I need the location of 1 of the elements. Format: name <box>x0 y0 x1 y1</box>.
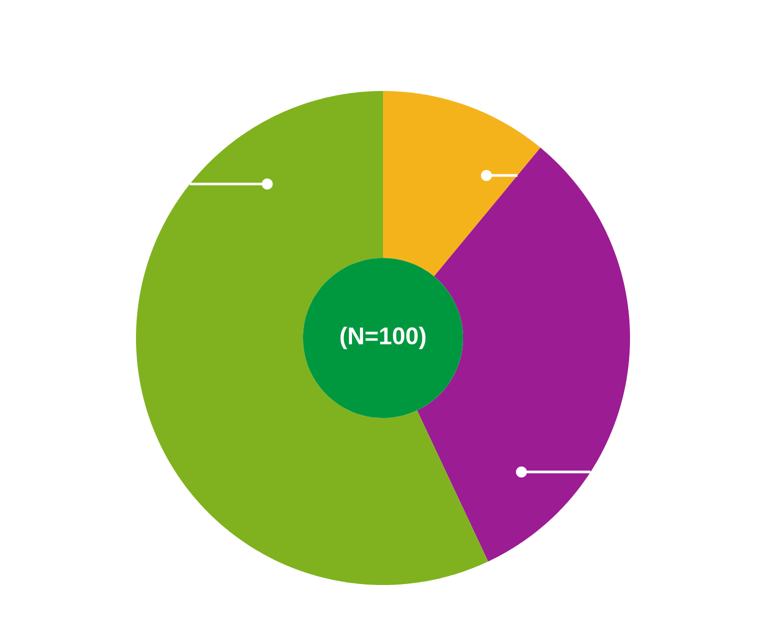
text: (N=100) <box>340 326 426 350</box>
